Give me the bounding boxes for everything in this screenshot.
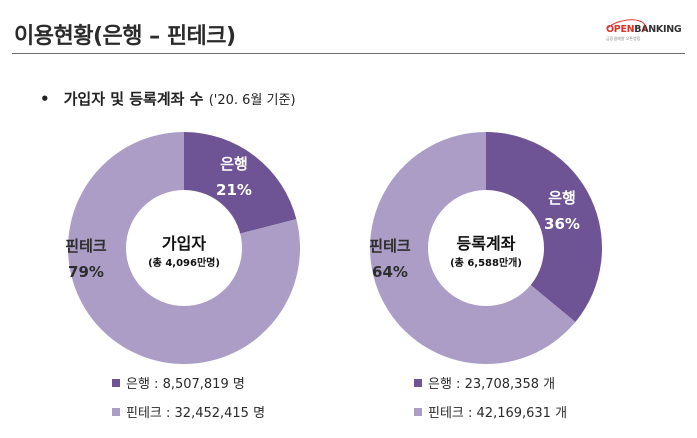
bank-slice-label: 은행 21% [204, 151, 264, 203]
legend-swatch-bank [112, 379, 120, 387]
donut-hole [126, 190, 242, 306]
openbanking-logo: OPENBANKING 금융결제원 오픈뱅킹 [602, 15, 686, 46]
legend-item-bank: 은행 : 8,507,819 명 [112, 374, 265, 403]
fintech-percent: 64% [372, 263, 408, 281]
subscribers-donut-svg [68, 132, 301, 364]
logo-open-text: OPEN [606, 24, 635, 35]
legend-swatch-bank [414, 379, 422, 387]
logo-banking-text: BANKING [634, 24, 682, 35]
legend-text-fintech: 핀테크 : 32,452,415 명 [126, 406, 266, 421]
fintech-slice-label: 핀테크 79% [46, 233, 126, 285]
legend-item-fintech: 핀테크 : 32,452,415 명 [112, 403, 265, 432]
legend-text-bank: 은행 : 8,507,819 명 [126, 377, 245, 392]
legend-text-bank: 은행 : 23,708,358 개 [428, 377, 556, 392]
title-divider [12, 53, 685, 54]
accounts-donut-svg [369, 132, 602, 364]
page-title: 이용현황(은행 – 핀테크) [14, 24, 236, 49]
legend-item-fintech: 핀테크 : 42,169,631 개 [414, 403, 567, 432]
subtitle-text: 가입자 및 등록계좌 수 [63, 90, 204, 108]
bank-percent: 36% [544, 215, 580, 233]
subscribers-donut-chart: 은행 21% 핀테크 79% 가입자 (총 4,096만명) [64, 128, 304, 368]
legend-swatch-fintech [414, 408, 422, 416]
slice-bank [486, 132, 602, 322]
legend-text-fintech: 핀테크 : 42,169,631 개 [428, 406, 568, 421]
accounts-legend: 은행 : 23,708,358 개 핀테크 : 42,169,631 개 [414, 374, 567, 432]
bank-slice-label: 은행 36% [532, 185, 592, 237]
center-title: 등록계좌 [456, 234, 516, 253]
bank-name: 은행 [220, 155, 248, 173]
center-total: (총 4,096만명) [148, 258, 220, 269]
bank-name: 은행 [548, 189, 576, 207]
logo-subtext: 금융결제원 오픈뱅킹 [606, 36, 641, 41]
subscribers-legend: 은행 : 8,507,819 명 핀테크 : 32,452,415 명 [112, 374, 265, 432]
bullet: • [40, 90, 50, 108]
section-subtitle: • 가입자 및 등록계좌 수 ('20. 6월 기준) [40, 88, 296, 109]
legend-item-bank: 은행 : 23,708,358 개 [414, 374, 567, 403]
legend-swatch-fintech [112, 408, 120, 416]
bank-percent: 21% [216, 181, 252, 199]
center-total: (총 6,588만개) [450, 258, 522, 269]
center-title: 가입자 [161, 234, 207, 253]
fintech-name: 핀테크 [369, 237, 411, 255]
fintech-percent: 79% [68, 263, 104, 281]
subtitle-date: ('20. 6월 기준) [208, 93, 296, 108]
donut-hole [428, 190, 544, 306]
fintech-slice-label: 핀테크 64% [350, 233, 430, 285]
fintech-name: 핀테크 [65, 237, 107, 255]
accounts-donut-chart: 은행 36% 핀테크 64% 등록계좌 (총 6,588만개) [366, 128, 606, 368]
header: 이용현황(은행 – 핀테크) OPENBANKING 금융결제원 오픈뱅킹 [0, 0, 697, 56]
